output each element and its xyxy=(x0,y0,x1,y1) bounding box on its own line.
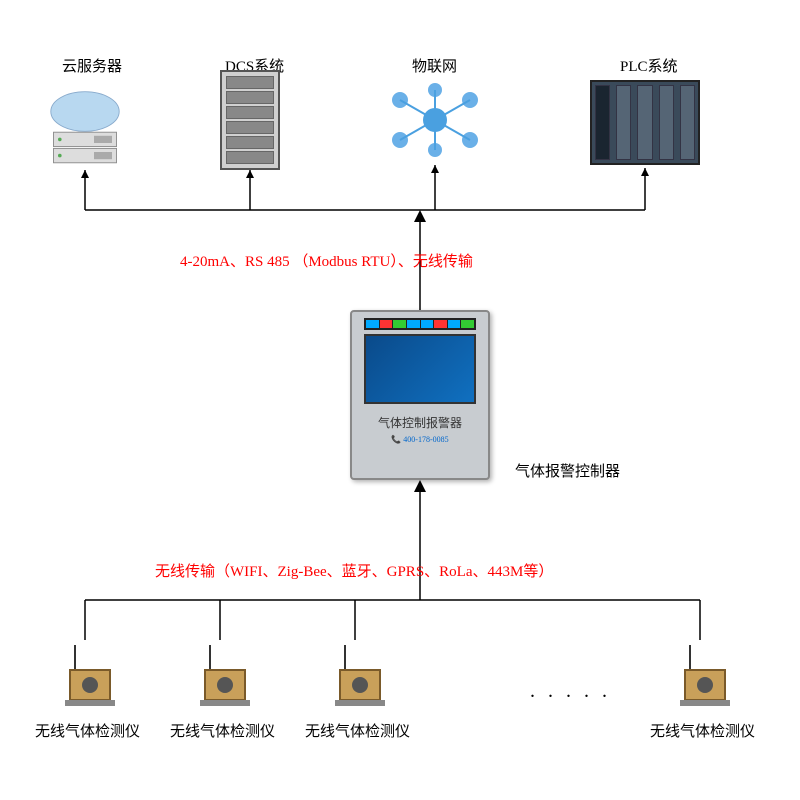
controller-side-label: 气体报警控制器 xyxy=(515,460,620,481)
detector-label-4: 无线气体检测仪 xyxy=(650,720,755,741)
controller-phone: 📞 400-178-0085 xyxy=(391,435,448,444)
protocol-upper: 4-20mA、RS 485 （Modbus RTU）、无线传输 xyxy=(180,250,473,271)
plc-rack-icon xyxy=(590,80,700,165)
detector-label-1: 无线气体检测仪 xyxy=(35,720,140,741)
gas-alarm-controller: 气体控制报警器 📞 400-178-0085 xyxy=(350,310,490,480)
detector-ellipsis: . . . . . xyxy=(530,680,611,703)
gas-detector-icon xyxy=(55,640,125,710)
gas-detector-icon xyxy=(670,640,740,710)
dcs-cabinet-icon xyxy=(220,70,280,170)
controller-leds xyxy=(364,318,476,330)
detector-label-2: 无线气体检测仪 xyxy=(170,720,275,741)
cloud-server-icon xyxy=(40,80,130,170)
label-cloud: 云服务器 xyxy=(62,55,122,76)
label-iot: 物联网 xyxy=(412,55,457,76)
controller-screen xyxy=(364,334,476,404)
detector-label-3: 无线气体检测仪 xyxy=(305,720,410,741)
controller-panel-text: 气体控制报警器 xyxy=(378,414,462,431)
gas-detector-icon xyxy=(190,640,260,710)
gas-detector-icon xyxy=(325,640,395,710)
label-plc: PLC系统 xyxy=(620,55,678,76)
protocol-lower: 无线传输（WIFI、Zig-Bee、蓝牙、GPRS、RoLa、443M等） xyxy=(155,560,553,581)
iot-network-icon xyxy=(380,80,490,160)
